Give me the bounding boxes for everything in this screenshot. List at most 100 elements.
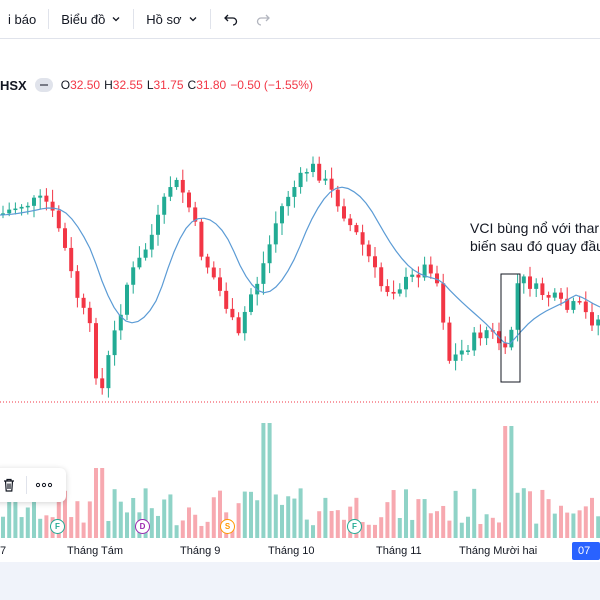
volume-bar [441, 505, 446, 538]
volume-bar [242, 491, 247, 538]
volume-bar [577, 510, 582, 538]
undo-icon [223, 14, 237, 26]
price-chart[interactable] [0, 0, 600, 540]
volume-bar [490, 517, 495, 538]
volume-bar [211, 497, 216, 538]
chart-window: i báo Biểu đồ Hồ sơ HSX O 32.50 H 32 [0, 0, 600, 562]
candle [478, 332, 483, 339]
candle [379, 267, 384, 287]
candle [118, 314, 123, 331]
high-label: H [104, 78, 113, 92]
chart-menu-label: Biểu đồ [61, 11, 106, 27]
volume-bar [410, 519, 415, 538]
volume-bar [94, 468, 98, 538]
candle [317, 163, 322, 181]
delete-button[interactable] [0, 468, 26, 502]
volume-bar [503, 426, 508, 538]
volume-bar [174, 525, 179, 538]
more-button[interactable] [27, 468, 61, 502]
candle [323, 178, 328, 181]
volume-bar [521, 488, 526, 538]
volume-bar [404, 489, 408, 538]
candle [224, 290, 229, 309]
candle [546, 295, 551, 298]
trash-icon [4, 478, 14, 492]
candle [63, 228, 67, 248]
volume-bar [168, 494, 173, 538]
x-tick-label: Tháng 9 [180, 545, 221, 557]
volume-bar [428, 513, 433, 538]
volume-bar [13, 496, 18, 538]
candle [69, 247, 74, 272]
time-axis[interactable]: 7 Tháng Tám Tháng 9 Tháng 10 Tháng 11 Th… [0, 540, 600, 562]
redo-button[interactable] [247, 0, 279, 38]
volume-bar [25, 507, 30, 538]
event-marker-s[interactable]: S [220, 519, 235, 534]
candle [50, 201, 55, 211]
volume-bar [69, 517, 74, 538]
candle [428, 264, 433, 274]
candle [348, 218, 353, 226]
volume-bar [528, 491, 532, 538]
candle [577, 301, 582, 303]
candle [459, 350, 464, 355]
top-toolbar: i báo Biểu đồ Hồ sơ [0, 0, 600, 39]
profile-menu-button[interactable]: Hồ sơ [138, 0, 205, 38]
volume-bar [335, 510, 340, 538]
candle [385, 286, 390, 292]
volume-bar [143, 488, 148, 538]
volume-bar [342, 519, 346, 538]
volume-bar [32, 489, 36, 538]
candle [143, 249, 148, 258]
candle [404, 276, 408, 290]
event-marker-f[interactable]: F [347, 519, 362, 534]
candle [7, 209, 12, 214]
volume-bar [199, 525, 204, 538]
undo-button[interactable] [215, 0, 247, 38]
chart-annotation[interactable]: VCI bùng nổ với thar biến sau đó quay đầ… [470, 219, 600, 255]
volume-bar [187, 507, 191, 538]
volume-bar [540, 489, 545, 538]
event-marker-d[interactable]: D [135, 519, 150, 534]
candle [261, 263, 266, 284]
volume-bar [311, 525, 315, 538]
candle [416, 274, 421, 278]
volume-bar [484, 514, 489, 538]
symbol-label[interactable]: HSX [0, 77, 27, 93]
candle [472, 332, 477, 351]
candle [373, 256, 377, 268]
candle [162, 196, 167, 215]
volume-bar [354, 497, 359, 538]
highlight-box[interactable] [500, 273, 521, 383]
collapse-icon[interactable] [34, 78, 53, 92]
candle [125, 284, 129, 315]
candle [590, 312, 594, 326]
open-label: O [60, 78, 71, 92]
redo-icon [256, 14, 270, 26]
volume-bar [273, 494, 278, 538]
candle [521, 276, 526, 284]
x-tick-label: Tháng 10 [268, 545, 315, 557]
annotation-line: biến sau đó quay đầu [470, 238, 600, 254]
candle [218, 277, 222, 291]
candle [286, 196, 291, 207]
event-letter: D [139, 522, 146, 531]
volume-bar [472, 488, 477, 538]
volume-bar [323, 497, 328, 538]
candle [410, 274, 415, 277]
volume-bar [249, 491, 253, 538]
candle [38, 195, 43, 198]
alerts-button[interactable]: i báo [0, 0, 44, 38]
x-tick-label: Tháng 11 [376, 545, 422, 557]
volume-bar [552, 513, 557, 538]
chart-menu-button[interactable]: Biểu đồ [53, 0, 129, 38]
event-marker-f[interactable]: F [50, 519, 65, 534]
x-tick-label: Tháng Tám [67, 545, 124, 557]
candle [565, 298, 570, 310]
candle [422, 264, 427, 278]
candle [13, 208, 18, 211]
volume-bar [87, 501, 92, 538]
volume-bar [162, 499, 167, 538]
candle [366, 244, 371, 257]
candle [528, 276, 532, 289]
